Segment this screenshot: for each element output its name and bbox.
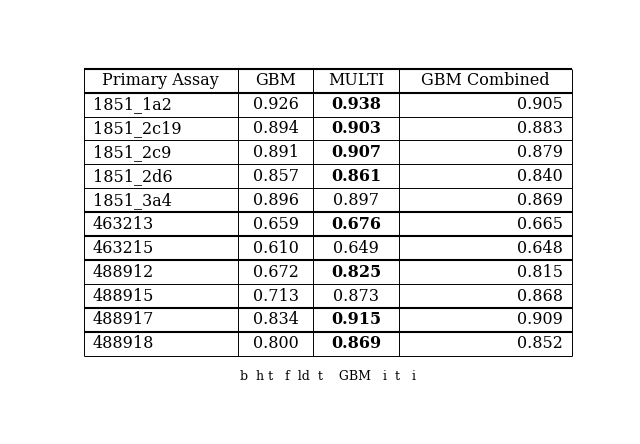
Text: 488918: 488918 bbox=[93, 335, 154, 353]
Text: MULTI: MULTI bbox=[328, 72, 384, 89]
Text: 0.672: 0.672 bbox=[253, 264, 298, 281]
Text: 0.676: 0.676 bbox=[331, 216, 381, 233]
Text: 0.883: 0.883 bbox=[517, 120, 563, 137]
Text: 0.897: 0.897 bbox=[333, 192, 379, 209]
Text: 0.907: 0.907 bbox=[331, 144, 381, 161]
Text: 0.861: 0.861 bbox=[331, 168, 381, 185]
Text: 0.825: 0.825 bbox=[331, 264, 381, 281]
Text: 1851_2d6: 1851_2d6 bbox=[93, 168, 173, 185]
Text: 0.869: 0.869 bbox=[517, 192, 563, 209]
Text: 1851_2c9: 1851_2c9 bbox=[93, 144, 172, 161]
Text: 0.896: 0.896 bbox=[253, 192, 298, 209]
Text: 0.857: 0.857 bbox=[253, 168, 298, 185]
Text: 0.938: 0.938 bbox=[331, 96, 381, 113]
Text: 0.840: 0.840 bbox=[517, 168, 563, 185]
Text: 0.894: 0.894 bbox=[253, 120, 298, 137]
Text: GBM: GBM bbox=[255, 72, 296, 89]
Text: 0.649: 0.649 bbox=[333, 240, 379, 257]
Text: 0.665: 0.665 bbox=[517, 216, 563, 233]
Text: 0.926: 0.926 bbox=[253, 96, 298, 113]
Text: 0.610: 0.610 bbox=[253, 240, 298, 257]
Text: 463213: 463213 bbox=[93, 216, 154, 233]
Text: 463215: 463215 bbox=[93, 240, 154, 257]
Text: b  h t   f  ld  t    GBM   i  t   i: b h t f ld t GBM i t i bbox=[240, 370, 416, 383]
Text: 0.905: 0.905 bbox=[517, 96, 563, 113]
Text: 0.903: 0.903 bbox=[331, 120, 381, 137]
Text: 0.713: 0.713 bbox=[253, 288, 298, 305]
Text: 0.815: 0.815 bbox=[517, 264, 563, 281]
Text: 0.659: 0.659 bbox=[253, 216, 298, 233]
Text: Primary Assay: Primary Assay bbox=[102, 72, 220, 89]
Text: 0.834: 0.834 bbox=[253, 311, 298, 329]
Text: 488917: 488917 bbox=[93, 311, 154, 329]
Text: 488912: 488912 bbox=[93, 264, 154, 281]
Text: 0.852: 0.852 bbox=[517, 335, 563, 353]
Text: 1851_1a2: 1851_1a2 bbox=[93, 96, 172, 113]
Text: 488915: 488915 bbox=[93, 288, 154, 305]
Text: 0.800: 0.800 bbox=[253, 335, 298, 353]
Text: 1851_2c19: 1851_2c19 bbox=[93, 120, 182, 137]
Text: 0.915: 0.915 bbox=[331, 311, 381, 329]
Text: 0.873: 0.873 bbox=[333, 288, 379, 305]
Text: 1851_3a4: 1851_3a4 bbox=[93, 192, 172, 209]
Text: 0.869: 0.869 bbox=[331, 335, 381, 353]
Text: 0.648: 0.648 bbox=[517, 240, 563, 257]
Text: GBM Combined: GBM Combined bbox=[421, 72, 550, 89]
Text: 0.909: 0.909 bbox=[517, 311, 563, 329]
Text: 0.879: 0.879 bbox=[517, 144, 563, 161]
Text: 0.868: 0.868 bbox=[517, 288, 563, 305]
Text: 0.891: 0.891 bbox=[253, 144, 298, 161]
